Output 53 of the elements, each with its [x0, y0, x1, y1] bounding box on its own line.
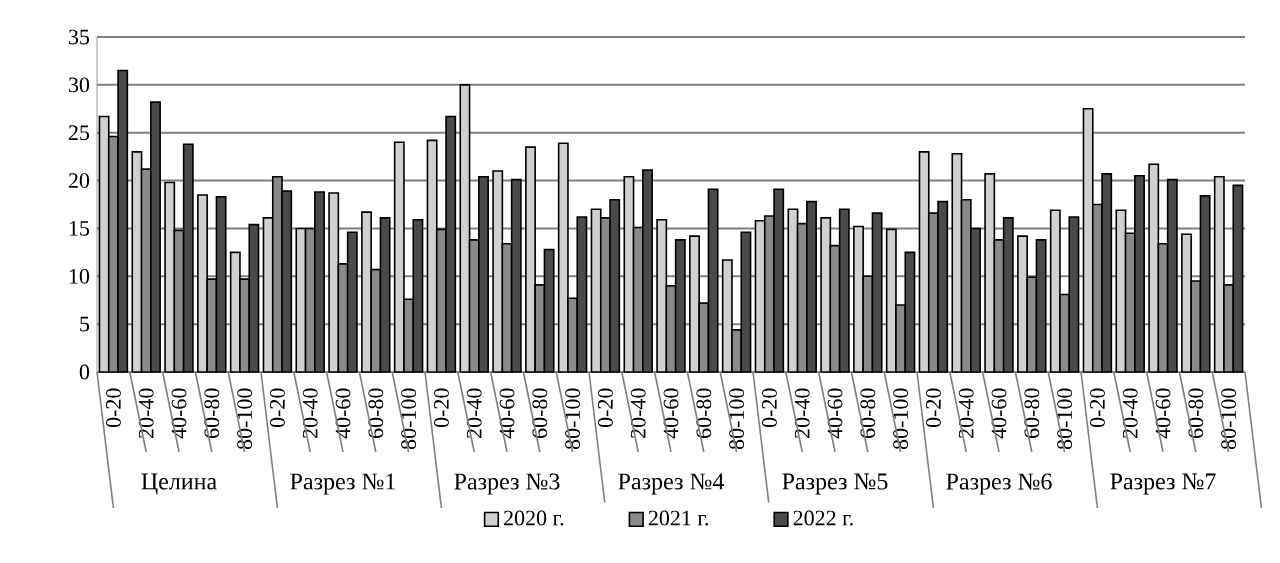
x-tick-label: 40-60	[1155, 388, 1171, 439]
x-tick-label: 60-80	[532, 388, 548, 438]
text: Разрез №6	[946, 473, 1052, 495]
text: Разрез №7	[1110, 473, 1216, 495]
x-tick-label: 40-60	[663, 388, 679, 439]
text: Целина	[141, 473, 217, 495]
legend-label: 2020 г.	[504, 510, 564, 526]
x-tick-label: 80-100	[237, 388, 253, 450]
y-tick-label: 0	[79, 364, 90, 380]
x-tick-label: 40-60	[171, 388, 187, 439]
x-tick-label: 80-100	[893, 388, 909, 450]
x-tick-label: 40-60	[499, 388, 515, 439]
x-tick-label: 80-100	[565, 388, 581, 450]
x-tick-label: 80-100	[1057, 388, 1073, 450]
y-tick-label: 35	[69, 29, 90, 45]
x-tick-label: 60-80	[696, 388, 712, 438]
legend-label: 2022 г.	[793, 510, 853, 526]
x-tick-label: 80-100	[1221, 388, 1237, 450]
text: Разрез №3	[454, 473, 560, 495]
y-tick-label: 20	[68, 173, 90, 188]
x-tick-label: 60-80	[860, 388, 876, 438]
x-tick-label: 20-40	[630, 388, 646, 438]
x-tick-label: 0-20	[270, 388, 285, 428]
x-tick-label: 80-100	[729, 388, 745, 450]
y-tick-label: 25	[68, 125, 90, 141]
y-tick-label: 5	[80, 316, 90, 332]
y-tick-label: 10	[69, 268, 90, 284]
text: Разрез №4	[618, 473, 725, 495]
y-tick-label: 15	[69, 221, 90, 236]
x-tick-label: 0-20	[106, 388, 121, 428]
y-tick-label: 30	[69, 77, 90, 93]
x-tick-label: 0-20	[762, 388, 777, 428]
x-tick-label: 0-20	[926, 388, 941, 428]
x-tick-label: 20-40	[138, 388, 154, 438]
x-tick-label: 0-20	[598, 388, 613, 428]
x-tick-label: 60-80	[1024, 388, 1040, 438]
x-tick-label: 20-40	[466, 388, 482, 438]
x-tick-label: 60-80	[204, 388, 220, 438]
x-tick-label: 20-40	[958, 388, 974, 438]
x-tick-label: 0-20	[434, 388, 449, 428]
x-tick-label: 40-60	[827, 388, 843, 439]
x-tick-label: 40-60	[335, 388, 351, 439]
x-tick-label: 40-60	[991, 388, 1007, 439]
x-tick-label: 20-40	[1122, 388, 1138, 438]
x-tick-label: 80-100	[401, 388, 417, 450]
x-tick-label: 0-20	[1090, 388, 1105, 428]
x-tick-label: 20-40	[794, 388, 810, 438]
text: Разрез №1	[290, 473, 395, 495]
x-tick-label: 60-80	[368, 388, 384, 438]
text: Разрез №5	[782, 473, 888, 495]
legend-label: 2021 г.	[648, 510, 708, 526]
x-tick-label: 60-80	[1188, 388, 1204, 438]
x-tick-label: 20-40	[302, 388, 318, 438]
